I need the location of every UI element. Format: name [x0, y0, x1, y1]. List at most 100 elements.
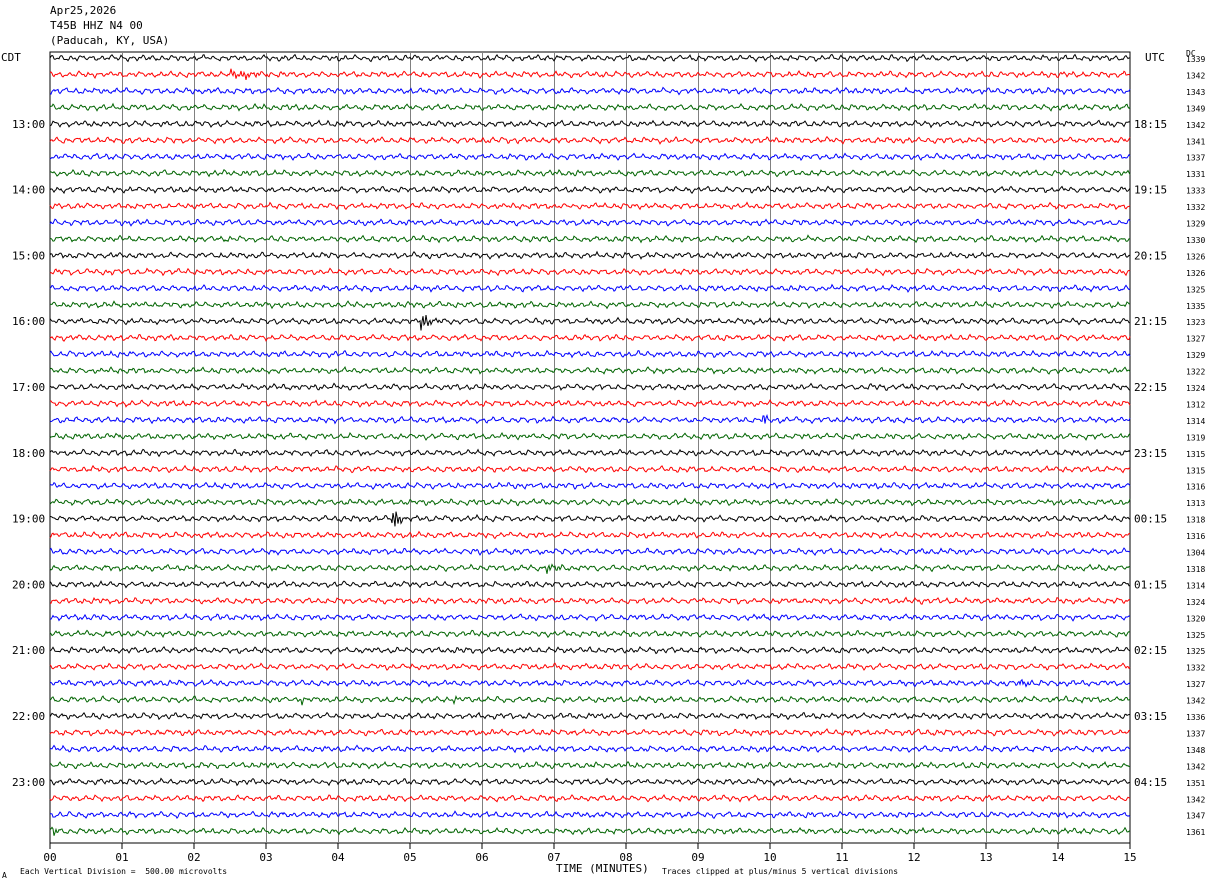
vertical-division-note: Each Vertical Division = 500.00 microvol… [20, 867, 228, 876]
cdt-hour-label: 15:00 [12, 249, 45, 262]
dc-offset-label: 1330 [1186, 236, 1205, 245]
utc-hour-label: 22:15 [1134, 381, 1167, 394]
trace-line [49, 511, 1131, 527]
trace-line [49, 794, 1131, 803]
cdt-hour-label: 22:00 [12, 710, 45, 723]
trace-line [49, 201, 1131, 211]
dc-offset-label: 1324 [1186, 384, 1205, 393]
cdt-hour-label: 17:00 [12, 381, 45, 394]
cdt-hour-label: 21:00 [12, 644, 45, 657]
dc-offset-label: 1325 [1186, 647, 1205, 656]
trace-line [49, 68, 1131, 81]
utc-hour-label: 21:15 [1134, 315, 1167, 328]
trace-line [49, 135, 1131, 145]
trace-line [49, 86, 1131, 96]
trace-line [49, 234, 1131, 244]
dc-offset-label: 1337 [1186, 729, 1205, 738]
plot-date: Apr25,2026 [50, 4, 117, 17]
trace-line [49, 695, 1131, 706]
dc-offset-label: 1327 [1186, 335, 1205, 344]
dc-offset-label: 1333 [1186, 187, 1205, 196]
trace-line [49, 431, 1131, 441]
trace-line [49, 777, 1131, 787]
dc-offset-label: 1316 [1186, 483, 1205, 492]
cdt-hour-label: 14:00 [12, 184, 45, 197]
utc-hour-label: 02:15 [1134, 644, 1167, 657]
trace-line [49, 218, 1131, 227]
dc-offset-label: 1332 [1186, 203, 1205, 212]
trace-line [49, 826, 1131, 836]
trace-line [49, 315, 1131, 331]
utc-hour-label: 18:15 [1134, 118, 1167, 131]
dc-offset-label: 1335 [1186, 302, 1205, 311]
x-tick-label: 03 [259, 851, 272, 864]
x-tick-label: 09 [691, 851, 704, 864]
x-tick-label: 12 [907, 851, 920, 864]
dc-offset-label: 1313 [1186, 499, 1205, 508]
x-tick-label: 06 [475, 851, 488, 864]
x-tick-label: 05 [403, 851, 416, 864]
dc-offset-label: 1315 [1186, 450, 1205, 459]
dc-offset-label: 1361 [1186, 828, 1205, 837]
dc-offset-label: 1329 [1186, 351, 1205, 360]
dc-offset-label: 1342 [1186, 697, 1205, 706]
dc-offset-label: 1324 [1186, 598, 1205, 607]
dc-offset-label: 1343 [1186, 88, 1205, 97]
dc-offset-label: 1329 [1186, 220, 1205, 229]
dc-offset-label: 1314 [1186, 417, 1205, 426]
dc-offset-label: 1319 [1186, 433, 1205, 442]
x-tick-label: 01 [115, 851, 128, 864]
utc-hour-label: 03:15 [1134, 710, 1167, 723]
x-tick-label: 07 [547, 851, 560, 864]
dc-offset-label: 1325 [1186, 631, 1205, 640]
left-timezone-label: CDT [1, 51, 21, 64]
trace-line [49, 711, 1131, 721]
trace-line [49, 645, 1131, 655]
dc-offset-label: 1342 [1186, 795, 1205, 804]
dc-offset-label: 1318 [1186, 516, 1205, 525]
trace-line [49, 728, 1131, 737]
trace-line [49, 481, 1131, 490]
trace-line [49, 250, 1130, 260]
utc-hour-label: 04:15 [1134, 776, 1167, 789]
cdt-hour-label: 19:00 [12, 513, 45, 526]
x-tick-label: 10 [763, 851, 776, 864]
trace-line [49, 547, 1131, 556]
trace-line [49, 760, 1131, 770]
dc-offset-label: 1320 [1186, 614, 1205, 623]
trace-line [49, 152, 1131, 161]
x-tick-label: 11 [835, 851, 848, 864]
dc-offset-label: 1304 [1186, 549, 1205, 558]
trace-line [49, 744, 1131, 754]
cdt-hour-label: 16:00 [12, 315, 45, 328]
trace-line [49, 810, 1131, 820]
plot-frame [49, 51, 1131, 844]
dc-offset-label: 1349 [1186, 104, 1205, 113]
x-tick-label: 08 [619, 851, 632, 864]
dc-offset-label: 1326 [1186, 269, 1205, 278]
trace-line [49, 399, 1131, 408]
x-tick-label: 15 [1123, 851, 1136, 864]
right-timezone-label: UTC [1145, 51, 1165, 64]
trace-line [50, 300, 1131, 310]
cdt-hour-label: 18:00 [12, 447, 45, 460]
station-location: (Paducah, KY, USA) [50, 34, 170, 47]
dc-offset-label: 1347 [1186, 812, 1205, 821]
trace-line [49, 185, 1131, 195]
dc-offset-label: 1332 [1186, 664, 1205, 673]
clipping-note: Traces clipped at plus/minus 5 vertical … [662, 867, 899, 876]
dc-column-label: DC [1186, 49, 1196, 58]
trace-line [49, 448, 1131, 458]
trace-line [49, 662, 1131, 672]
dc-offset-label: 1318 [1186, 565, 1205, 574]
trace-line [49, 464, 1131, 474]
x-tick-label: 02 [187, 851, 200, 864]
trace-line [49, 168, 1131, 178]
trace-line [49, 413, 1131, 425]
cdt-hour-label: 23:00 [12, 776, 45, 789]
dc-offset-label: 1331 [1186, 170, 1205, 179]
utc-hour-label: 23:15 [1134, 447, 1167, 460]
trace-line [49, 267, 1131, 277]
x-tick-label: 04 [331, 851, 345, 864]
x-tick-label: 14 [1051, 851, 1065, 864]
